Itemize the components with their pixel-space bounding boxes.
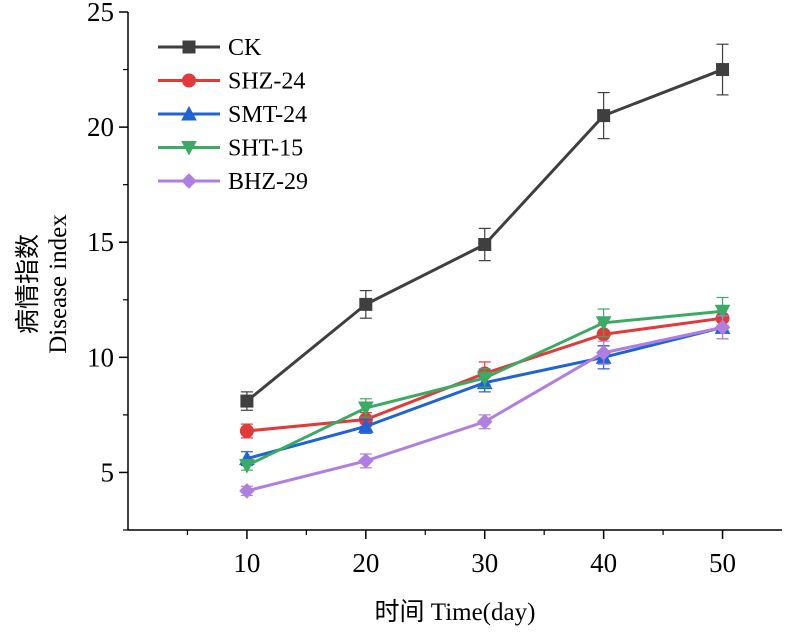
triangle-down-marker [714,304,731,320]
series-smt-24 [239,315,731,467]
series-sht-15 [239,296,731,474]
y-tick-label: 20 [87,112,114,142]
triangle-down-marker [239,459,255,474]
square-marker [182,40,196,54]
x-tick-label: 30 [471,548,498,578]
legend-label: BHZ-29 [228,169,308,195]
square-marker [240,394,254,408]
series-bhz-29 [239,315,731,499]
diamond-marker [358,453,374,469]
legend-label: CK [228,35,262,61]
legend-item-smt-24: SMT-24 [158,102,307,128]
x-axis-title: 时间 Time(day) [375,598,536,626]
diamond-marker [714,319,731,336]
square-marker [716,63,730,77]
x-tick-label: 50 [709,548,736,578]
diamond-marker [239,483,255,499]
series-line [246,325,723,461]
circle-marker [182,73,196,88]
square-marker [478,238,492,252]
x-tick-label: 20 [352,548,379,578]
legend-label: SMT-24 [228,102,307,128]
legend-label: SHT-15 [228,136,303,162]
series-line [246,325,723,493]
x-tick-label: 10 [233,548,260,578]
series-layer [239,43,731,499]
legend-item-shz-24: SHZ-24 [158,69,305,95]
square-marker [597,109,611,123]
triangle-down-marker [595,316,612,331]
triangle-down-marker [181,141,197,156]
y-axis-title-english: Disease index [45,214,72,354]
triangle-down-marker [357,401,374,417]
axes: 10 20 30 40 50 5 10 15 20 25 [87,0,782,578]
y-tick-label: 5 [101,457,115,487]
circle-marker [239,424,254,439]
triangle-up-marker [181,105,197,121]
legend-item-sht-15: SHT-15 [158,136,303,162]
legend: CK SHZ-24 SMT-24 SHT-15 BHZ-29 [158,35,308,195]
legend-label: SHZ-24 [228,69,305,95]
triangle-down-marker [476,371,493,387]
triangle-up-marker [357,418,374,433]
diamond-marker [595,345,612,361]
square-marker [359,297,373,311]
legend-item-ck: CK [158,35,262,61]
series-ck [240,43,730,411]
y-axis-title-chinese: 病情指数 [14,234,42,334]
y-tick-label: 10 [87,342,114,372]
diamond-marker [181,173,197,189]
y-tick-label: 25 [87,0,114,27]
legend-item-bhz-29: BHZ-29 [158,169,308,195]
x-tick-label: 40 [590,548,617,578]
diamond-marker [477,414,493,430]
y-tick-label: 15 [87,227,114,257]
